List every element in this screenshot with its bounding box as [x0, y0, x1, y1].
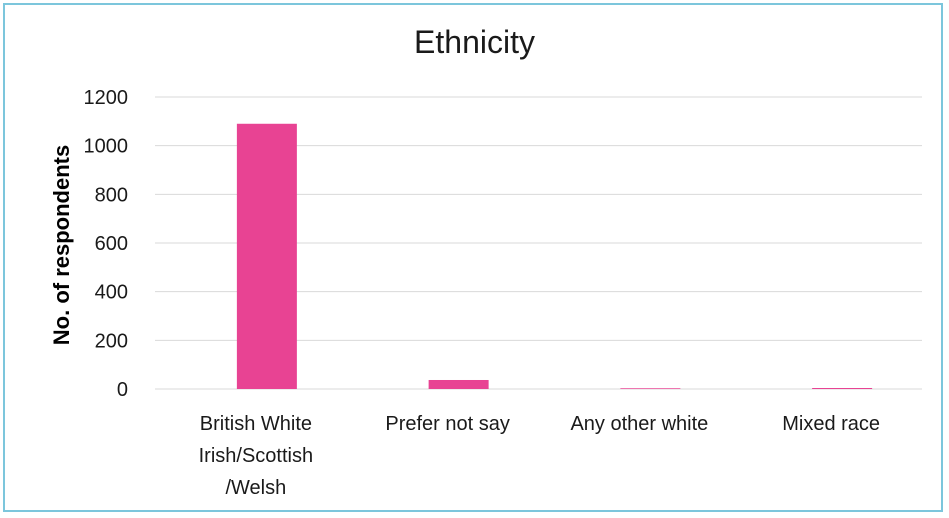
y-tick-label: 1000: [84, 136, 129, 158]
y-tick-label: 600: [95, 233, 128, 255]
y-tick-label: 0: [117, 379, 128, 401]
y-tick-label: 400: [95, 282, 128, 304]
bar: [428, 379, 489, 389]
x-tick-label: Any other white: [570, 413, 708, 435]
chart-title: Ethnicity: [414, 24, 535, 60]
x-tick-layer: British White Irish/Scottish/Welsh Prefer …: [199, 413, 880, 499]
x-tick-label: Mixed race: [782, 413, 880, 435]
x-tick-label: British White Irish/Scottish/Welsh: [199, 413, 313, 499]
x-tick-label: Prefer not say: [385, 413, 510, 435]
bar-layer: [236, 123, 873, 390]
bar: [812, 388, 873, 389]
y-tick-label: 1200: [84, 87, 129, 109]
bar: [236, 123, 297, 390]
y-tick-layer: 0 200 400 600 800 1000 1200: [84, 87, 129, 401]
chart-frame: [3, 3, 943, 512]
y-tick-label: 800: [95, 184, 128, 206]
bar: [620, 388, 681, 389]
y-tick-label: 200: [95, 330, 128, 352]
